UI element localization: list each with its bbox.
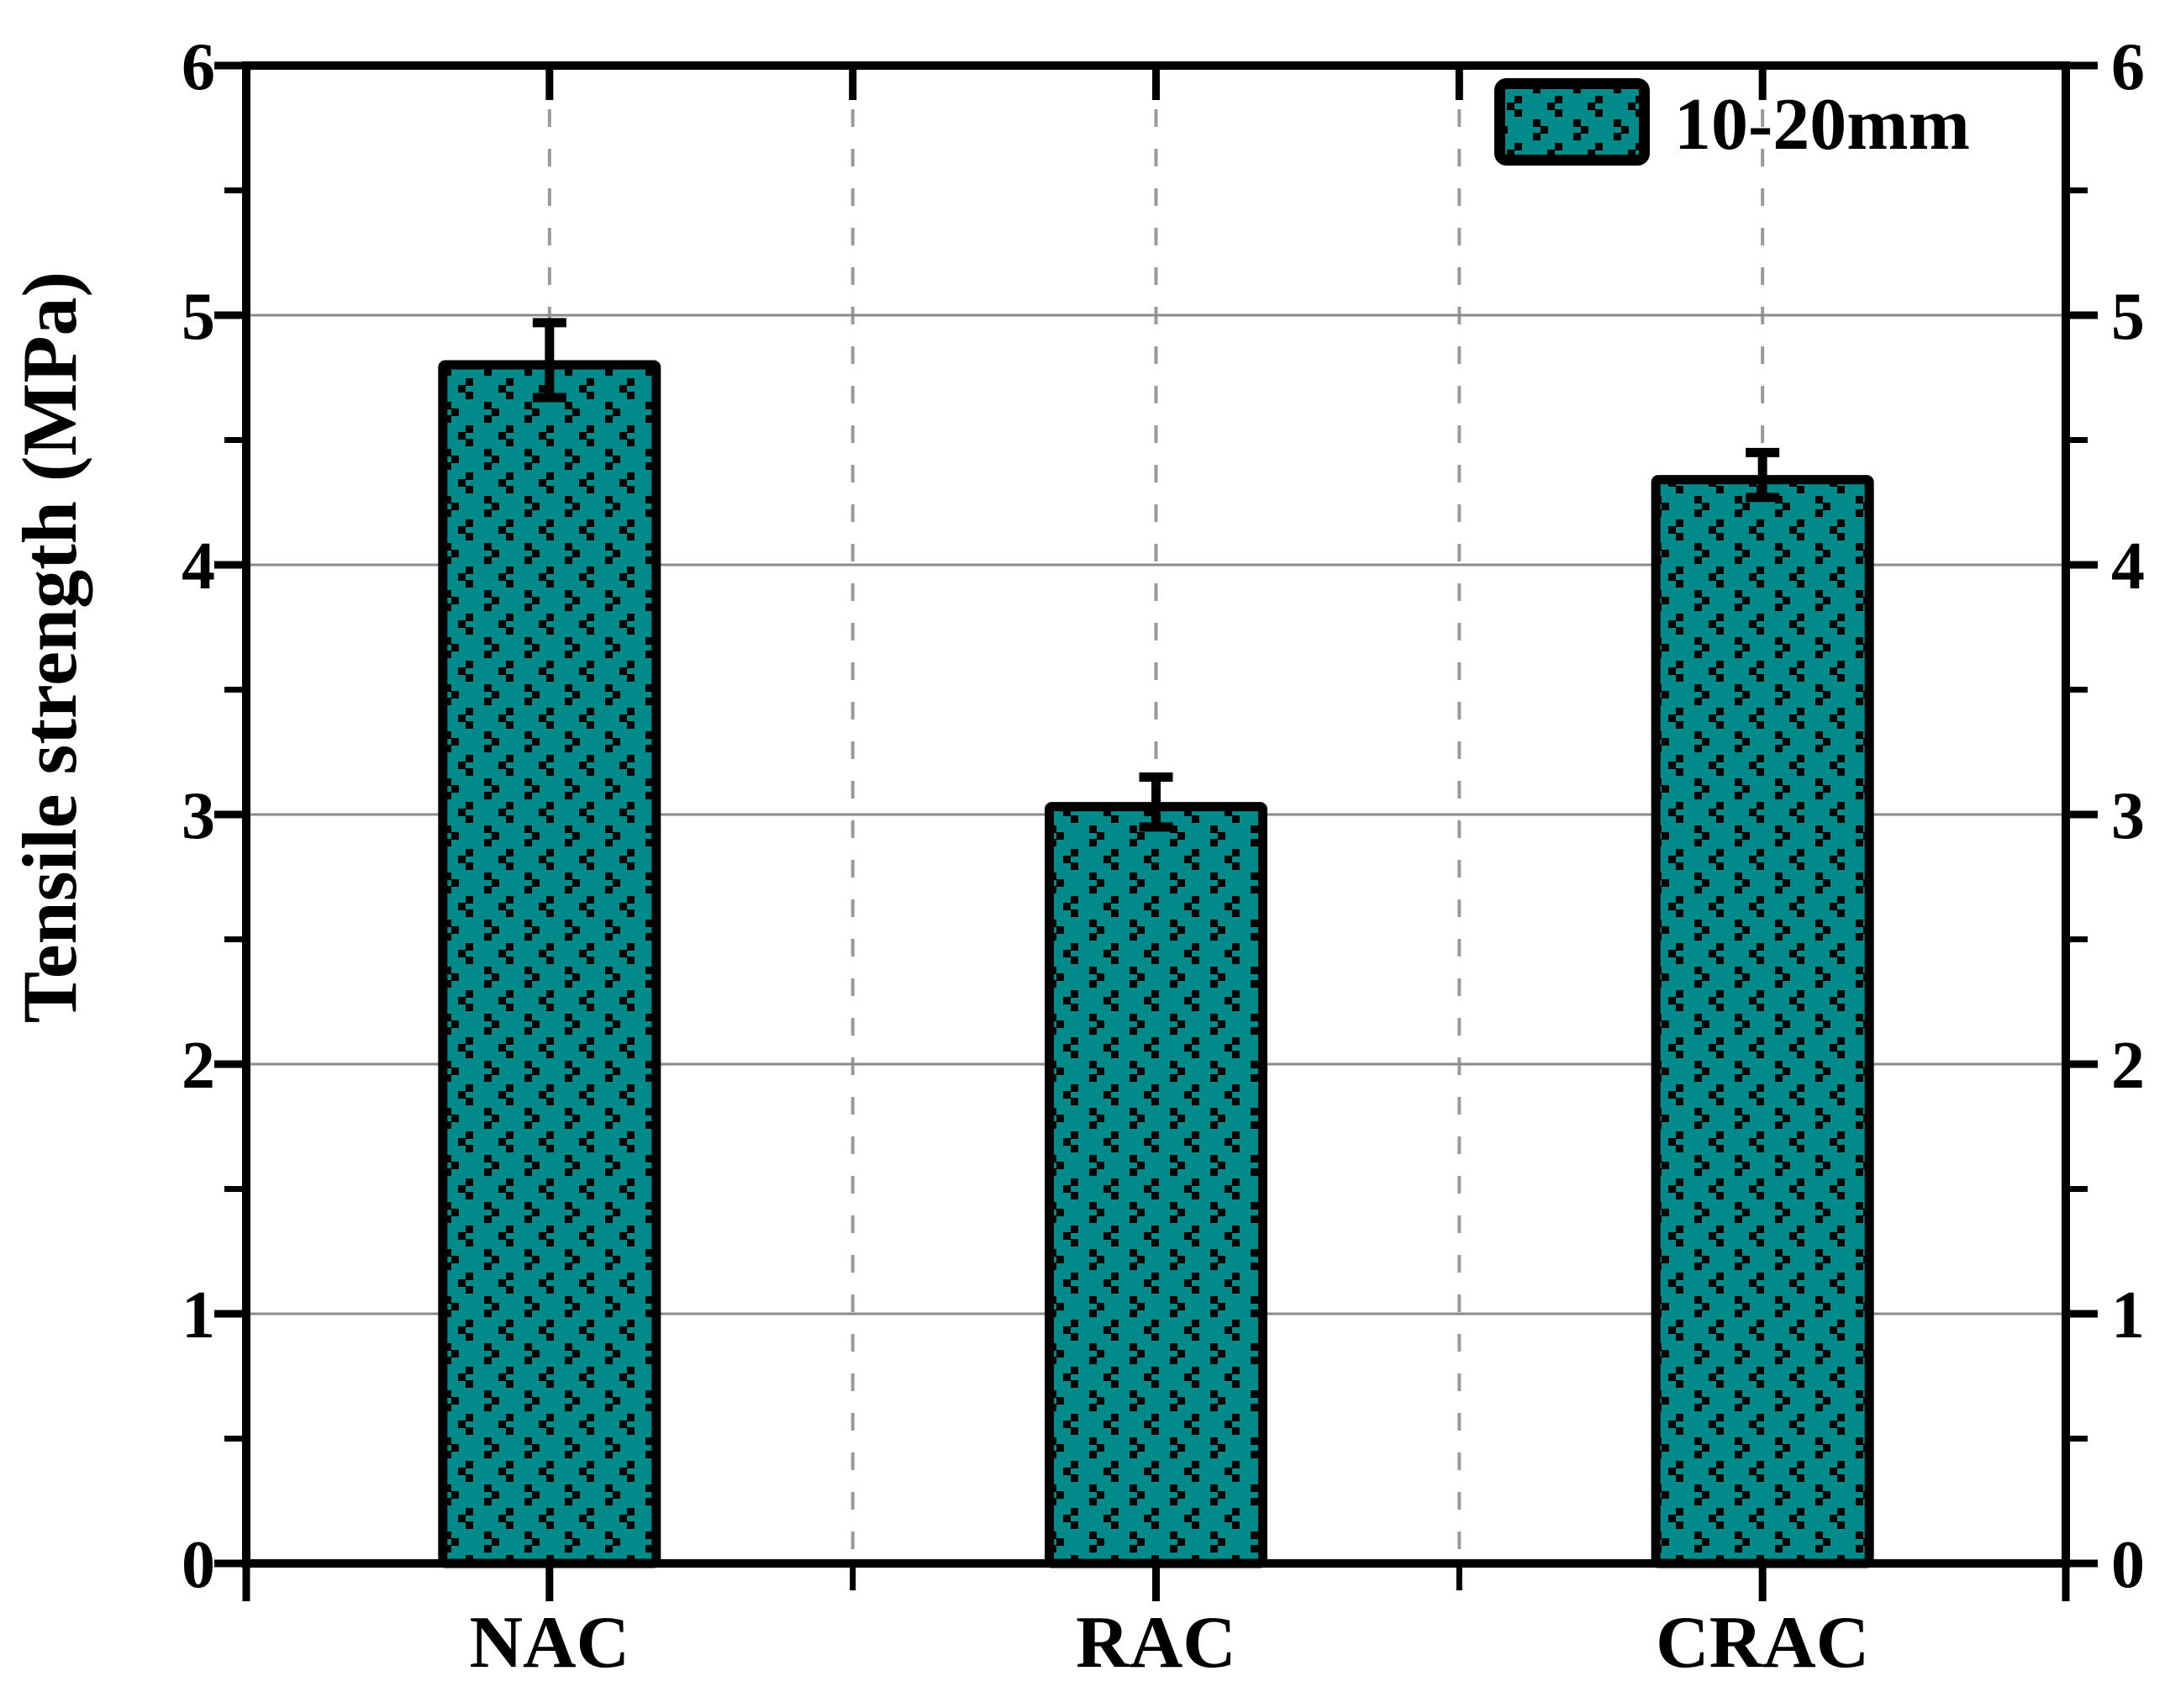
right-tick-label-0: 0 [2111,1528,2145,1602]
legend-swatch [1494,78,1650,166]
axis-tick-labels: 0 0 1 1 2 2 3 3 4 4 5 5 6 6 NAC RAC CRAC [182,30,2145,1684]
left-tick-label-0: 0 [182,1528,215,1602]
left-tick-label-6: 6 [182,30,215,104]
legend: 10-20mm [1494,78,1970,166]
right-tick-label-5: 5 [2111,280,2145,354]
left-tick-label-2: 2 [182,1029,215,1103]
error-bar-NAC [532,318,566,403]
legend-label: 10-20mm [1674,84,1970,166]
left-tick-label-5: 5 [182,280,215,354]
error-bar-RAC [1139,772,1173,832]
right-tick-label-4: 4 [2111,530,2145,604]
left-tick-label-1: 1 [182,1278,215,1352]
error-bars [532,318,1780,832]
left-tick-label-4: 4 [182,530,215,604]
axis-ticks [214,61,2098,1601]
category-label-RAC: RAC [1076,1602,1236,1684]
plot-border-box [242,61,2070,1568]
right-tick-label-2: 2 [2111,1029,2145,1103]
right-tick-label-3: 3 [2111,779,2145,853]
left-tick-label-3: 3 [182,779,215,853]
y-axis-title: Tensile strength (MPa) [7,271,92,1023]
error-bar-CRAC [1746,447,1780,503]
bar-CRAC [1651,475,1874,1568]
category-label-NAC: NAC [470,1602,630,1684]
bar-RAC [1045,802,1267,1568]
right-tick-label-1: 1 [2111,1278,2145,1352]
category-label-CRAC: CRAC [1656,1602,1869,1684]
bar-NAC [438,360,661,1568]
right-tick-label-6: 6 [2111,30,2145,104]
